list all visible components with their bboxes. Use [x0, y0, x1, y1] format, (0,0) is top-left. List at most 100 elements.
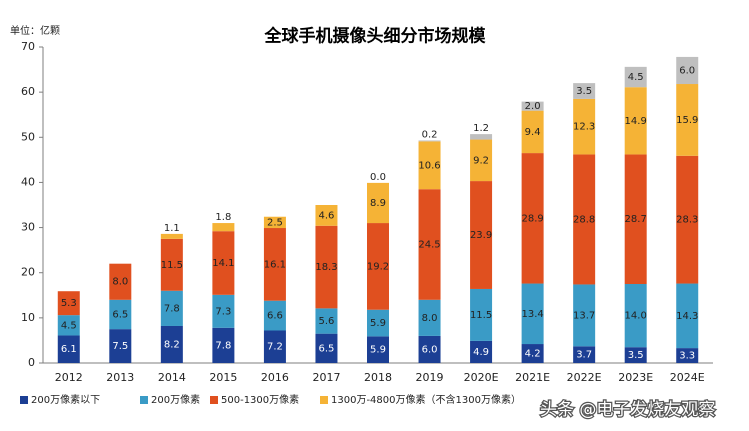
bar-segment — [315, 225, 338, 309]
value-label: 7.8 — [164, 303, 180, 314]
bar-segment — [367, 182, 389, 224]
unit-label: 单位：亿颗 — [10, 24, 60, 37]
y-tick-label: 60 — [21, 85, 35, 98]
bar-segment — [470, 340, 493, 363]
legend-marker — [210, 396, 218, 404]
value-label: 5.6 — [319, 316, 335, 327]
bar-segment — [315, 308, 338, 334]
bar-segment — [367, 223, 389, 310]
value-label: 23.9 — [470, 230, 492, 241]
x-tick-label: 2017 — [312, 371, 340, 384]
legend-label: 500-1300万像素 — [221, 393, 299, 406]
x-tick-label: 2023E — [618, 371, 653, 384]
value-label: 8.9 — [370, 198, 386, 209]
bar-segment — [367, 336, 389, 363]
value-label: 13.4 — [521, 309, 543, 320]
bar-segment — [470, 139, 493, 182]
value-label: 28.3 — [676, 215, 698, 226]
value-label: 7.5 — [112, 341, 128, 352]
bar-segment — [212, 223, 235, 232]
x-tick-label: 2020E — [464, 371, 499, 384]
x-tick-label: 2015 — [209, 371, 237, 384]
value-label: 24.5 — [418, 240, 440, 251]
bar-segment — [573, 83, 596, 99]
bar-segment — [212, 231, 235, 295]
y-tick-label: 30 — [21, 221, 35, 234]
value-label: 4.5 — [61, 320, 77, 331]
bar-segment — [263, 330, 286, 363]
bar-segment — [573, 154, 596, 285]
bar-segment — [521, 344, 544, 363]
value-label: 28.7 — [625, 214, 647, 225]
bar-segment — [109, 263, 132, 300]
value-label: 13.7 — [573, 310, 595, 321]
value-label: 8.0 — [112, 277, 128, 288]
bar-segment — [109, 329, 132, 363]
bar-segment — [624, 284, 647, 348]
bar-segment — [57, 291, 80, 316]
bar-segment — [212, 294, 235, 328]
value-label: 1.2 — [473, 123, 489, 134]
value-label: 1.8 — [215, 212, 231, 223]
value-label: 3.3 — [679, 351, 695, 362]
value-label: 2.5 — [267, 217, 283, 228]
legend-marker — [20, 396, 28, 404]
bar-segment — [109, 299, 132, 330]
bar-segment — [573, 284, 596, 347]
bar-segment — [676, 56, 699, 85]
x-tick-label: 2018 — [364, 371, 392, 384]
chart-title: 全球手机摄像头细分市场规模 — [264, 26, 487, 47]
bar-segment — [418, 299, 441, 336]
value-label: 10.6 — [418, 160, 440, 171]
value-label: 4.2 — [525, 349, 541, 360]
value-label: 14.0 — [625, 311, 647, 322]
value-label: 28.8 — [573, 214, 595, 225]
value-label: 5.9 — [370, 318, 386, 329]
value-label: 6.1 — [61, 344, 77, 355]
bar-segment — [57, 315, 80, 336]
value-label: 7.3 — [215, 306, 231, 317]
value-label: 9.4 — [525, 127, 541, 138]
bar-segment — [676, 283, 699, 349]
bar-segment — [676, 84, 699, 156]
value-label: 6.6 — [267, 311, 283, 322]
value-label: 16.1 — [264, 259, 286, 270]
value-label: 15.9 — [676, 115, 698, 126]
bar-segment — [418, 335, 441, 363]
bar-segment — [521, 101, 544, 111]
value-label: 8.0 — [422, 313, 438, 324]
value-label: 6.0 — [422, 344, 438, 355]
bar-segment — [573, 98, 596, 155]
bar-segment — [470, 134, 493, 140]
value-label: 9.2 — [473, 155, 489, 166]
value-label: 1.1 — [164, 223, 180, 234]
bar-segment — [160, 290, 183, 326]
value-label: 6.5 — [319, 343, 335, 354]
legend-marker — [320, 396, 328, 404]
value-label: 4.5 — [628, 72, 644, 83]
bar-segment — [263, 216, 286, 229]
x-tick-label: 2013 — [106, 371, 134, 384]
legend-label: 200万像素以下 — [31, 393, 100, 406]
value-label: 19.2 — [367, 261, 389, 272]
bar-segment — [624, 66, 647, 88]
value-label: 12.3 — [573, 122, 595, 133]
x-tick-label: 2016 — [261, 371, 289, 384]
bar-segment — [624, 347, 647, 363]
x-tick-label: 2014 — [158, 371, 186, 384]
value-label: 7.2 — [267, 342, 283, 353]
value-label: 0.2 — [422, 129, 438, 140]
x-tick-label: 2021E — [515, 371, 550, 384]
value-label: 28.9 — [521, 213, 543, 224]
value-label: 14.1 — [212, 258, 234, 269]
bar-segment — [160, 233, 183, 239]
bar-segment — [521, 110, 544, 154]
value-label: 6.0 — [679, 65, 695, 76]
bar-segment — [676, 155, 699, 284]
value-label: 2.0 — [525, 101, 541, 112]
legend-label: 200万像素 — [151, 393, 200, 406]
value-label: 11.5 — [161, 260, 183, 271]
value-label: 14.3 — [676, 311, 698, 322]
bar-segment — [263, 300, 286, 331]
